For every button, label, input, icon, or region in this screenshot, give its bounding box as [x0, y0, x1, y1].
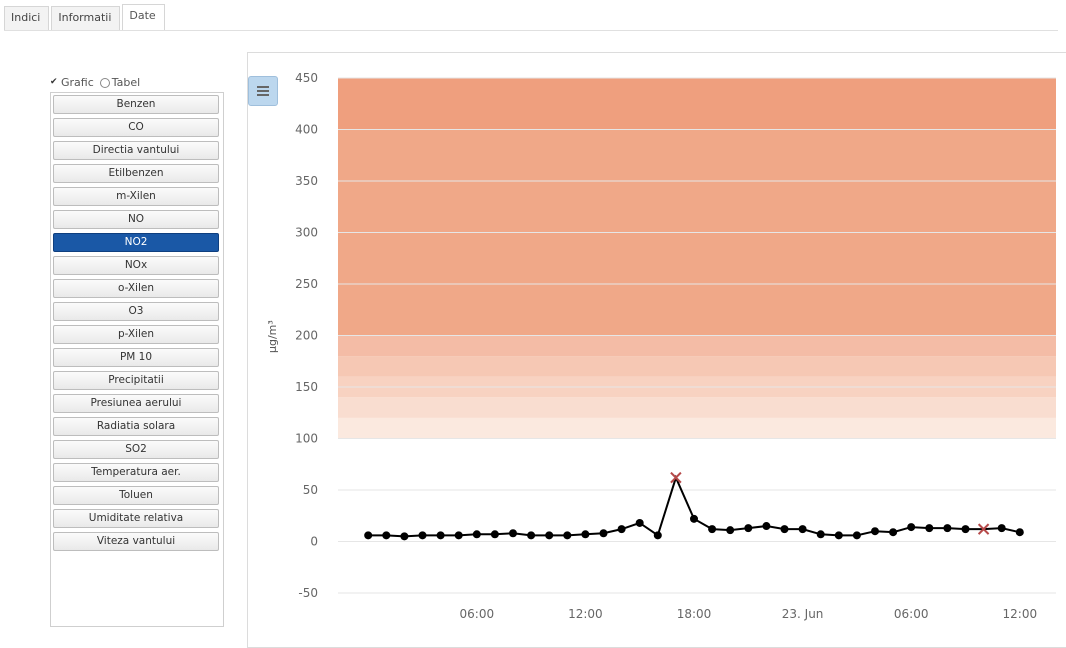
threshold-band: [338, 335, 1056, 357]
pollutant-item[interactable]: p-Xilen: [53, 325, 219, 344]
menu-icon: [257, 86, 269, 96]
tab-indici[interactable]: Indici: [4, 6, 50, 30]
data-point: [436, 531, 445, 540]
x-tick-label: 18:00: [677, 607, 712, 621]
y-tick-label: -50: [298, 586, 318, 600]
data-point: [762, 522, 771, 531]
tab-date[interactable]: Date: [122, 4, 165, 30]
chart-panel: -50 0 50 100 150 200 250 300 350 400 450 06:00 12:00…: [247, 52, 1066, 648]
data-point: [816, 530, 825, 539]
pollutant-item[interactable]: O3: [53, 302, 219, 321]
line-chart: -50 0 50 100 150 200 250 300 350 400 450 06:00 12:00…: [295, 71, 1056, 621]
data-point: [798, 525, 807, 534]
data-point: [617, 525, 626, 534]
data-point: [708, 525, 717, 534]
pollutant-item[interactable]: m-Xilen: [53, 187, 219, 206]
pollutant-item[interactable]: Radiatia solara: [53, 417, 219, 436]
y-tick-label: 350: [295, 174, 318, 188]
y-axis-label: µg/m³: [266, 320, 279, 353]
pollutant-item[interactable]: SO2: [53, 440, 219, 459]
data-point: [925, 524, 934, 533]
data-point: [961, 525, 970, 534]
pollutant-item[interactable]: Precipitatii: [53, 371, 219, 390]
checkmark-icon: ✔: [50, 77, 58, 87]
radio-icon: [99, 77, 110, 88]
data-point: [635, 518, 644, 527]
data-point: [726, 526, 735, 535]
data-point: [997, 524, 1006, 533]
x-tick-label: 12:00: [568, 607, 603, 621]
threshold-band: [338, 78, 1056, 130]
data-point: [545, 531, 554, 540]
data-point-flag: [670, 471, 682, 484]
pollutant-item[interactable]: CO: [53, 118, 219, 137]
pollutant-item[interactable]: PM 10: [53, 348, 219, 367]
data-point: [527, 531, 536, 540]
y-tick-label: 0: [310, 535, 318, 549]
y-tick-label: 300: [295, 226, 318, 240]
data-point: [509, 529, 517, 538]
data-point: [1015, 528, 1024, 537]
data-point: [454, 531, 463, 540]
x-tick-label: 06:00: [894, 607, 929, 621]
table-toggle-label: Tabel: [111, 76, 141, 89]
tab-informatii[interactable]: Informatii: [51, 6, 121, 30]
graph-toggle[interactable]: ✔ Grafic: [50, 76, 94, 89]
data-point: [563, 531, 572, 540]
data-point: [889, 528, 898, 537]
pollutant-item[interactable]: NOx: [53, 256, 219, 275]
y-tick-label: 100: [295, 432, 318, 446]
y-tick-label: 50: [303, 483, 318, 497]
pollutant-item[interactable]: Etilbenzen: [53, 164, 219, 183]
x-tick-label: 23. Jun: [782, 607, 824, 621]
data-point: [418, 531, 427, 540]
y-tick-label: 150: [295, 380, 318, 394]
pollutant-item[interactable]: Temperatura aer.: [53, 463, 219, 482]
data-point: [400, 532, 409, 541]
threshold-band: [338, 417, 1056, 439]
pollutant-item[interactable]: Umiditate relativa: [53, 509, 219, 528]
data-point: [852, 531, 861, 540]
data-point: [871, 527, 879, 536]
data-point: [834, 531, 843, 540]
pollutant-item[interactable]: Viteza vantului: [53, 532, 219, 551]
chart-menu-button[interactable]: [248, 76, 278, 106]
tab-divider: [4, 30, 1058, 31]
data-point: [907, 523, 916, 532]
data-point: [599, 529, 608, 538]
data-point: [472, 530, 481, 539]
data-point: [581, 530, 590, 539]
data-point: [943, 524, 952, 533]
data-point: [653, 531, 662, 540]
data-point: [780, 525, 789, 534]
data-point: [744, 524, 753, 533]
pollutant-item[interactable]: Directia vantului: [53, 141, 219, 160]
data-point-flag: [977, 523, 990, 535]
series-line: [368, 474, 1021, 538]
y-tick-label: 250: [295, 277, 318, 291]
threshold-band: [338, 356, 1056, 377]
x-tick-label: 06:00: [460, 607, 495, 621]
pollutant-item[interactable]: NO: [53, 210, 219, 229]
pollutant-item[interactable]: Presiunea aerului: [53, 394, 219, 413]
pollutant-item[interactable]: o-Xilen: [53, 279, 219, 298]
y-tick-label: 400: [295, 123, 318, 137]
pollutant-item[interactable]: Toluen: [53, 486, 219, 505]
y-tick-label: 200: [295, 329, 318, 343]
data-point: [364, 531, 373, 540]
data-point: [382, 531, 391, 540]
threshold-band: [338, 397, 1056, 418]
data-point: [690, 514, 698, 523]
graph-toggle-label: Grafic: [61, 76, 94, 89]
tab-bar: Indici Informatii Date: [4, 4, 167, 30]
x-tick-label: 12:00: [1003, 607, 1038, 621]
table-toggle[interactable]: Tabel: [99, 76, 141, 89]
view-toggle: ✔ Grafic Tabel: [50, 76, 140, 89]
pollutant-list: Benzen CO Directia vantului Etilbenzen m-Xil…: [50, 92, 224, 627]
pollutant-item[interactable]: NO2: [53, 233, 219, 252]
data-point: [490, 530, 499, 539]
pollutant-item[interactable]: Benzen: [53, 95, 219, 114]
y-tick-label: 450: [295, 71, 318, 85]
